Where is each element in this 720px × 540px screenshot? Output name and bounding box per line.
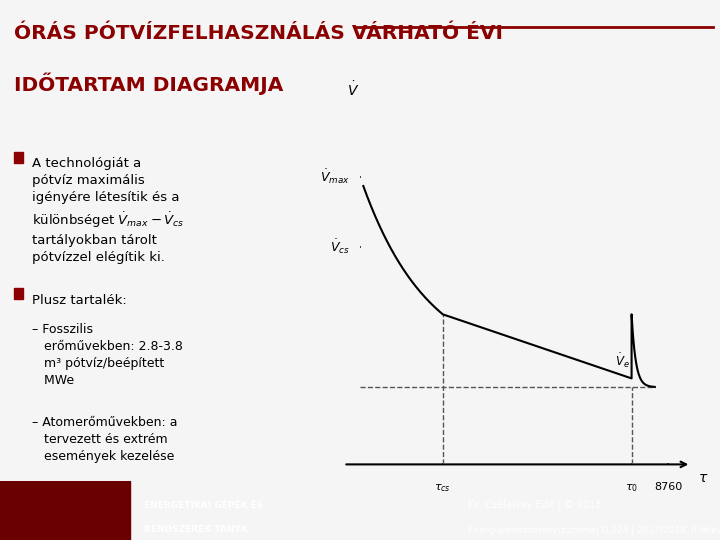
Bar <box>0 481 130 540</box>
Bar <box>14 152 23 163</box>
Text: 8760: 8760 <box>654 482 682 492</box>
Text: ÓRÁS PÓTVÍZFELHASZNÁLÁS VÁRHATÓ ÉVI: ÓRÁS PÓTVÍZFELHASZNÁLÁS VÁRHATÓ ÉVI <box>14 24 503 43</box>
Text: $\dot{V}_{max}$: $\dot{V}_{max}$ <box>320 167 350 186</box>
Text: $\tau_{cs}$: $\tau_{cs}$ <box>434 482 451 494</box>
Text: RENDSZEREK TANYK.: RENDSZEREK TANYK. <box>144 525 251 534</box>
Text: $\dot{V}_{cs}$: $\dot{V}_{cs}$ <box>330 238 350 256</box>
Text: $\tau$: $\tau$ <box>698 471 708 485</box>
Text: A technológiát a
pótvíz maximális
igényére létesítik és a
különbséget $\dot{V}_{: A technológiát a pótvíz maximális igényé… <box>32 158 185 264</box>
Text: $\dot{V}$: $\dot{V}$ <box>347 80 359 99</box>
Text: – Fosszilis
   erőművekben: 2.8-3.8
   m³ pótvíz/beépített
   MWe: – Fosszilis erőművekben: 2.8-3.8 m³ pótv… <box>32 323 184 387</box>
Text: $\dot{V}_{e}$: $\dot{V}_{e}$ <box>615 351 630 369</box>
Text: Dr. Cséfalvay Edit | © 2018: Dr. Cséfalvay Edit | © 2018 <box>468 500 601 511</box>
Text: Energiarendszerekvízüzeme| D 224 | 2017/2018. II.félév | 39: Energiarendszerekvízüzeme| D 224 | 2017/… <box>468 525 720 535</box>
Bar <box>14 288 23 299</box>
Text: Plusz tartalék:: Plusz tartalék: <box>32 294 127 307</box>
Text: IDŐTARTAM DIAGRAMJA: IDŐTARTAM DIAGRAMJA <box>14 73 284 96</box>
Text: ENERGETIKAI GÉPEK ÉS: ENERGETIKAI GÉPEK ÉS <box>144 501 264 510</box>
Text: – Atomerőművekben: a
   tervezett és extrém
   események kezelése: – Atomerőművekben: a tervezett és extrém… <box>32 416 178 463</box>
Text: $\tau_{0}$: $\tau_{0}$ <box>625 482 638 494</box>
